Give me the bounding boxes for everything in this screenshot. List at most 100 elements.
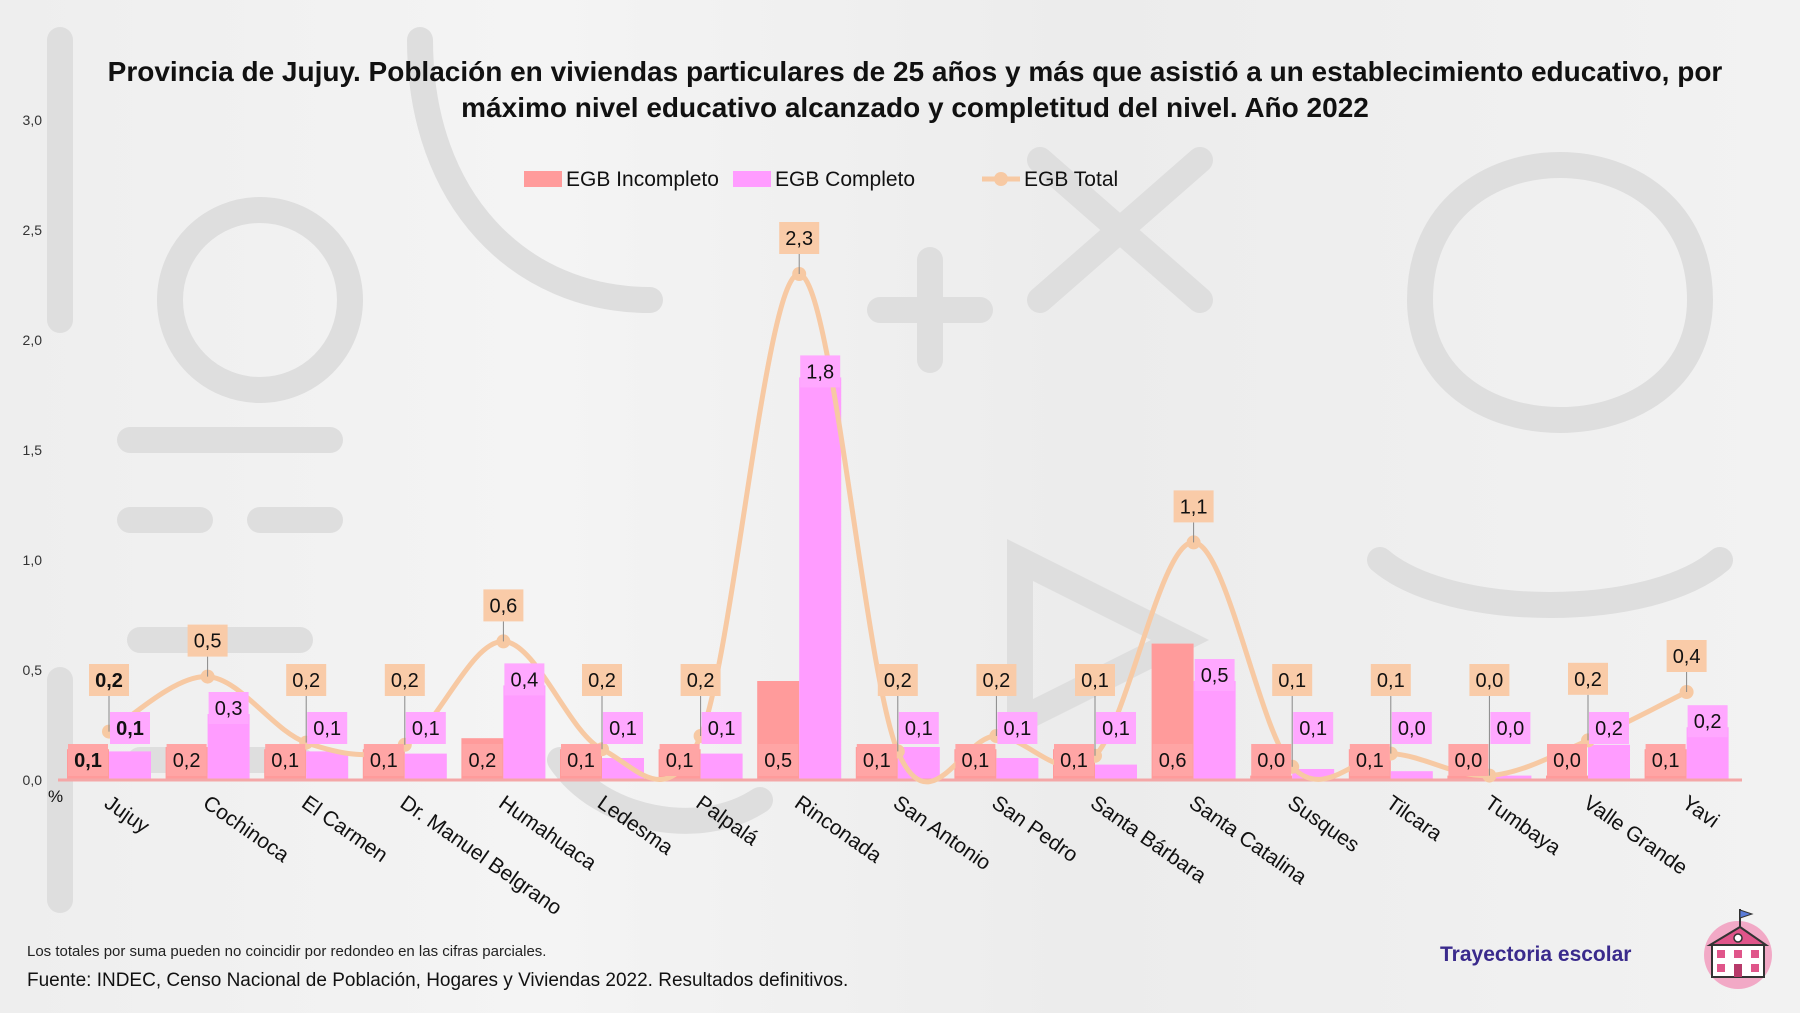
- label-egb-incompleto: 0,2: [173, 750, 201, 772]
- label-egb-total: 0,1: [1081, 670, 1109, 692]
- bar-egb-completo: [109, 751, 151, 780]
- label-egb-total-box: [1568, 662, 1608, 695]
- label-egb-incompleto-box: [1448, 744, 1489, 776]
- label-egb-incompleto-box: [68, 744, 108, 776]
- legend-swatch: [524, 171, 562, 187]
- y-tick-label: 1,0: [23, 552, 43, 568]
- bar-egb-completo: [602, 758, 644, 780]
- label-egb-total-box: [384, 664, 425, 696]
- bar-egb-completo: [503, 685, 546, 780]
- label-egb-completo: 0,1: [1299, 718, 1327, 740]
- label-egb-completo: 0,1: [412, 718, 440, 740]
- label-egb-incompleto: 0,1: [271, 750, 299, 772]
- label-egb-completo-box: [1096, 712, 1136, 744]
- label-egb-completo-box: [504, 663, 545, 696]
- x-category-label: San Pedro: [988, 791, 1082, 867]
- label-egb-total-box: [1173, 490, 1214, 523]
- label-egb-incompleto-box: [166, 744, 207, 776]
- source-note: Fuente: INDEC, Censo Nacional de Poblaci…: [27, 970, 849, 991]
- label-egb-incompleto-box: [561, 744, 601, 776]
- label-egb-total-box: [286, 664, 327, 696]
- label-egb-incompleto: 0,5: [764, 750, 792, 772]
- label-egb-total-box: [1272, 664, 1313, 696]
- label-egb-completo: 0,1: [313, 718, 341, 740]
- label-egb-total-box: [483, 589, 524, 622]
- label-egb-completo-box: [1490, 712, 1531, 744]
- label-egb-incompleto-box: [955, 744, 996, 776]
- bar-egb-completo: [1489, 775, 1532, 780]
- label-egb-incompleto-box: [462, 744, 503, 776]
- bar-egb-incompleto: [1546, 775, 1588, 780]
- label-egb-total: 2,3: [785, 228, 813, 250]
- bar-egb-completo: [1292, 769, 1335, 780]
- label-egb-incompleto: 0,1: [567, 750, 595, 772]
- label-egb-incompleto: 0,1: [961, 750, 989, 772]
- bar-egb-completo: [1095, 764, 1137, 780]
- label-egb-total: 0,2: [391, 670, 419, 692]
- label-egb-total: 0,2: [884, 670, 912, 692]
- label-egb-total-box: [89, 664, 129, 696]
- label-egb-completo: 0,1: [116, 718, 144, 740]
- bar-egb-completo: [1588, 744, 1630, 780]
- label-egb-incompleto: 0,1: [1652, 750, 1680, 772]
- label-egb-total-box: [976, 664, 1017, 696]
- label-egb-incompleto-box: [1251, 744, 1292, 776]
- label-egb-incompleto-box: [265, 744, 306, 776]
- label-egb-incompleto: 0,0: [1553, 750, 1581, 772]
- label-egb-completo-box: [405, 712, 446, 744]
- label-egb-total: 0,1: [1377, 670, 1405, 692]
- x-category-label: Rinconada: [790, 791, 886, 868]
- legend-swatch: [733, 171, 771, 187]
- chart-title: Provincia de Jujuy. Población en viviend…: [107, 56, 1723, 123]
- label-egb-total: 0,4: [1673, 646, 1701, 668]
- label-egb-incompleto: 0,1: [74, 750, 102, 772]
- brand-label: Trayectoria escolar: [1440, 943, 1632, 966]
- label-egb-completo: 0,5: [1201, 665, 1229, 687]
- x-category-label: Tilcara: [1382, 791, 1446, 846]
- x-category-label: Tumbaya: [1481, 791, 1566, 860]
- bar-egb-completo: [700, 753, 743, 780]
- data-labels: 0,1 0,1 0,2 0,2 0,3 0,5 0,1 0,1 0,2 0,1 0,1 0,2 0,2 0…: [68, 222, 1728, 776]
- label-egb-completo-box: [1194, 659, 1235, 691]
- y-axis: 0,0 0,5 1,0 1,5 2,0 2,5 3,0%: [23, 112, 64, 806]
- label-egb-completo: 0,4: [510, 669, 538, 691]
- bar-egb-completo: [404, 753, 447, 780]
- label-egb-total: 0,0: [1475, 670, 1503, 692]
- label-egb-total-box: [187, 624, 228, 657]
- legend-label: EGB Incompleto: [566, 168, 719, 191]
- x-category-label: Yavi: [1678, 791, 1723, 832]
- label-egb-completo-box: [701, 712, 742, 744]
- y-tick-label: 2,0: [23, 332, 43, 348]
- bar-egb-incompleto: [1447, 775, 1490, 780]
- label-egb-completo-box: [898, 712, 939, 744]
- label-egb-completo: 0,1: [905, 718, 933, 740]
- rounding-note: Los totales por suma pueden no coincidir…: [27, 943, 547, 960]
- label-egb-incompleto-box: [856, 744, 897, 776]
- label-egb-total-box: [582, 664, 622, 696]
- y-tick-label: 1,5: [23, 442, 43, 458]
- label-egb-completo-box: [208, 692, 249, 724]
- label-egb-completo: 0,2: [1595, 718, 1623, 740]
- bar-egb-completo: [306, 751, 349, 780]
- label-egb-completo: 0,2: [1694, 711, 1722, 733]
- y-tick-label: 0,0: [23, 772, 43, 788]
- school-building-icon: [1704, 909, 1772, 989]
- label-egb-incompleto-box: [1645, 744, 1686, 776]
- x-category-label: Susques: [1283, 791, 1363, 857]
- bar-egb-completo: [207, 714, 250, 780]
- label-egb-total-box: [680, 664, 721, 696]
- legend-swatch-marker: [994, 172, 1008, 186]
- label-egb-incompleto: 0,1: [666, 750, 694, 772]
- label-egb-total-box: [1666, 640, 1707, 672]
- x-category-label: Cochinoca: [199, 791, 294, 867]
- x-axis: Jujuy Cochinoca El Carmen Dr. Manuel Belgra…: [100, 791, 1723, 920]
- label-egb-total-box: [1469, 664, 1510, 696]
- label-egb-completo: 0,1: [1102, 718, 1130, 740]
- label-egb-total: 0,2: [982, 670, 1010, 692]
- legend-label: EGB Total: [1024, 168, 1118, 191]
- x-category-label: Palpalá: [692, 791, 763, 850]
- label-egb-incompleto-box: [758, 744, 799, 776]
- x-category-label: San Antonio: [889, 791, 995, 875]
- label-egb-total: 1,1: [1180, 496, 1208, 518]
